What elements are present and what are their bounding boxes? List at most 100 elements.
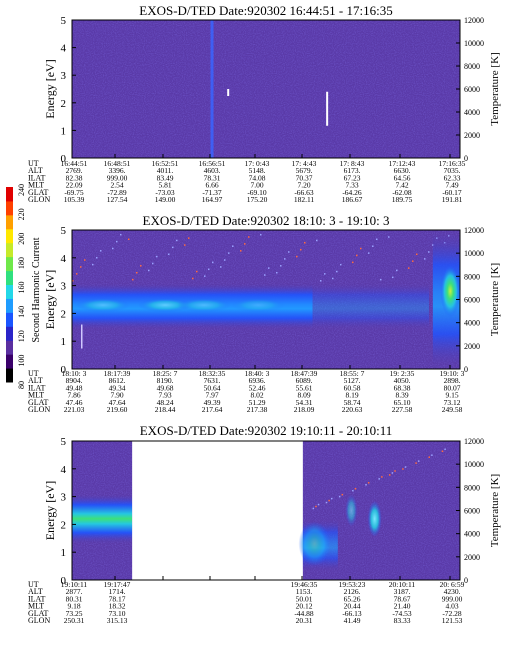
- colorbar-cell: [6, 214, 13, 230]
- y2-tick-label: 0: [464, 154, 468, 163]
- orbit-cell: 7.33: [345, 181, 358, 190]
- scatter-dot: [324, 273, 326, 275]
- orbit-cell: 1153.: [296, 587, 313, 596]
- scatter-dot: [354, 487, 357, 490]
- orbit-cell: 121.53: [442, 616, 463, 625]
- orbit-cell: 250.31: [64, 616, 85, 625]
- orbit-cell: 8190.: [157, 376, 174, 385]
- scatter-dot: [156, 255, 158, 258]
- orbit-cell: 8.02: [250, 391, 263, 400]
- y2-tick-label: 10000: [464, 39, 484, 48]
- scatter-dot: [417, 460, 420, 462]
- band-intensity-spot: [75, 298, 131, 313]
- band-intensity-spot: [176, 298, 232, 313]
- y-axis-label: Energy [eV]: [43, 270, 57, 329]
- orbit-cell: 78.67: [394, 594, 411, 603]
- orbit-cell: 3187.: [394, 587, 411, 596]
- scatter-dot: [112, 247, 114, 250]
- y-tick-label: 4: [61, 464, 67, 476]
- orbit-cell: 20.44: [344, 602, 361, 611]
- colorbar-tick-label: 240: [17, 184, 26, 196]
- y2-tick-label: 2000: [464, 553, 480, 562]
- panel-1: EXOS-D/TED Date:920302 16:44:51 - 17:16:…: [28, 3, 501, 204]
- y-tick-label: 1: [61, 336, 67, 348]
- orbit-cell: 49.34: [109, 383, 126, 392]
- orbit-cell: 999.00: [107, 173, 128, 182]
- orbit-row-label: ALT: [28, 376, 43, 385]
- scatter-dot: [268, 267, 270, 269]
- scatter-dot: [315, 505, 317, 508]
- orbit-cell: 2898.: [444, 376, 461, 385]
- scatter-dot: [392, 276, 394, 279]
- orbit-cell: -66.13: [342, 609, 362, 618]
- scatter-dot: [176, 239, 178, 242]
- orbit-cell: 17:12:43: [389, 159, 416, 168]
- orbit-cell: 5127.: [344, 376, 361, 385]
- orbit-cell: 4050.: [394, 376, 411, 385]
- scatter-dot: [432, 244, 434, 246]
- scatter-dot: [367, 482, 370, 484]
- scatter-dot: [381, 476, 383, 478]
- orbit-cell: 47.46: [66, 398, 83, 407]
- orbit-row-label: UT: [28, 369, 39, 378]
- scatter-dot: [224, 259, 226, 261]
- orbit-cell: 49.39: [204, 398, 221, 407]
- y2-tick-label: 12000: [464, 437, 484, 446]
- scatter-dot: [388, 236, 390, 238]
- scatter-dot: [72, 280, 74, 282]
- colorbar-tick-label: 160: [17, 282, 26, 294]
- y2-tick-label: 8000: [464, 272, 480, 281]
- orbit-cell: 58.74: [344, 398, 361, 407]
- orbit-cell: 7.86: [67, 391, 80, 400]
- orbit-cell: 7.93: [158, 391, 171, 400]
- plot-noise: [72, 20, 460, 158]
- orbit-cell: 7.42: [395, 181, 408, 190]
- scatter-dot: [360, 247, 362, 250]
- colorbar-cell: [6, 340, 13, 355]
- scatter-dot: [332, 277, 334, 280]
- scatter-dot: [365, 484, 367, 486]
- y2-tick-label: 4000: [464, 319, 480, 328]
- orbit-cell: 6089.: [296, 376, 313, 385]
- orbit-cell: -72.28: [442, 609, 462, 618]
- scatter-dot: [416, 253, 418, 256]
- orbit-cell: 82.38: [66, 173, 83, 182]
- y-tick-label: 2: [61, 98, 67, 110]
- orbit-row-label: ILAT: [28, 173, 45, 182]
- scatter-dot: [444, 448, 446, 451]
- orbit-cell: 217.64: [202, 405, 223, 414]
- y-tick-label: 4: [61, 43, 67, 55]
- scatter-dot: [116, 240, 118, 243]
- colorbar-cell: [6, 200, 13, 216]
- orbit-cell: 2769.: [66, 166, 83, 175]
- scatter-dot: [284, 258, 286, 260]
- burst: [440, 265, 460, 318]
- orbit-cell: 7.20: [297, 181, 310, 190]
- scatter-dot: [352, 489, 354, 492]
- scatter-dot: [408, 267, 410, 269]
- panel-2: EXOS-D/TED Date:920302 18:10: 3 - 19:10:…: [28, 213, 501, 414]
- scatter-dot: [396, 269, 398, 272]
- scatter-dot: [441, 450, 444, 453]
- scatter-dot: [424, 258, 426, 260]
- orbit-cell: 7035.: [444, 166, 461, 175]
- scatter-dot: [356, 254, 358, 257]
- orbit-cell: 17:16:35: [439, 159, 466, 168]
- orbit-cell: 999.00: [442, 594, 463, 603]
- panel-title: EXOS-D/TED Date:920302 16:44:51 - 17:16:…: [139, 3, 392, 18]
- orbit-cell: 20.31: [296, 616, 313, 625]
- y2-tick-label: 2000: [464, 342, 480, 351]
- y-tick-label: 0: [61, 153, 67, 165]
- scatter-dot: [402, 468, 404, 470]
- energy-band: [72, 493, 133, 544]
- y2-tick-label: 12000: [464, 16, 484, 25]
- orbit-cell: 16:52:51: [152, 159, 179, 168]
- orbit-cell: 47.64: [109, 398, 126, 407]
- colorbar-label: Second Harmonic Current: [31, 237, 42, 342]
- orbit-cell: -44.88: [294, 609, 314, 618]
- orbit-row-label: GLAT: [28, 398, 49, 407]
- orbit-cell: 67.23: [344, 173, 361, 182]
- y2-tick-label: 10000: [464, 249, 484, 258]
